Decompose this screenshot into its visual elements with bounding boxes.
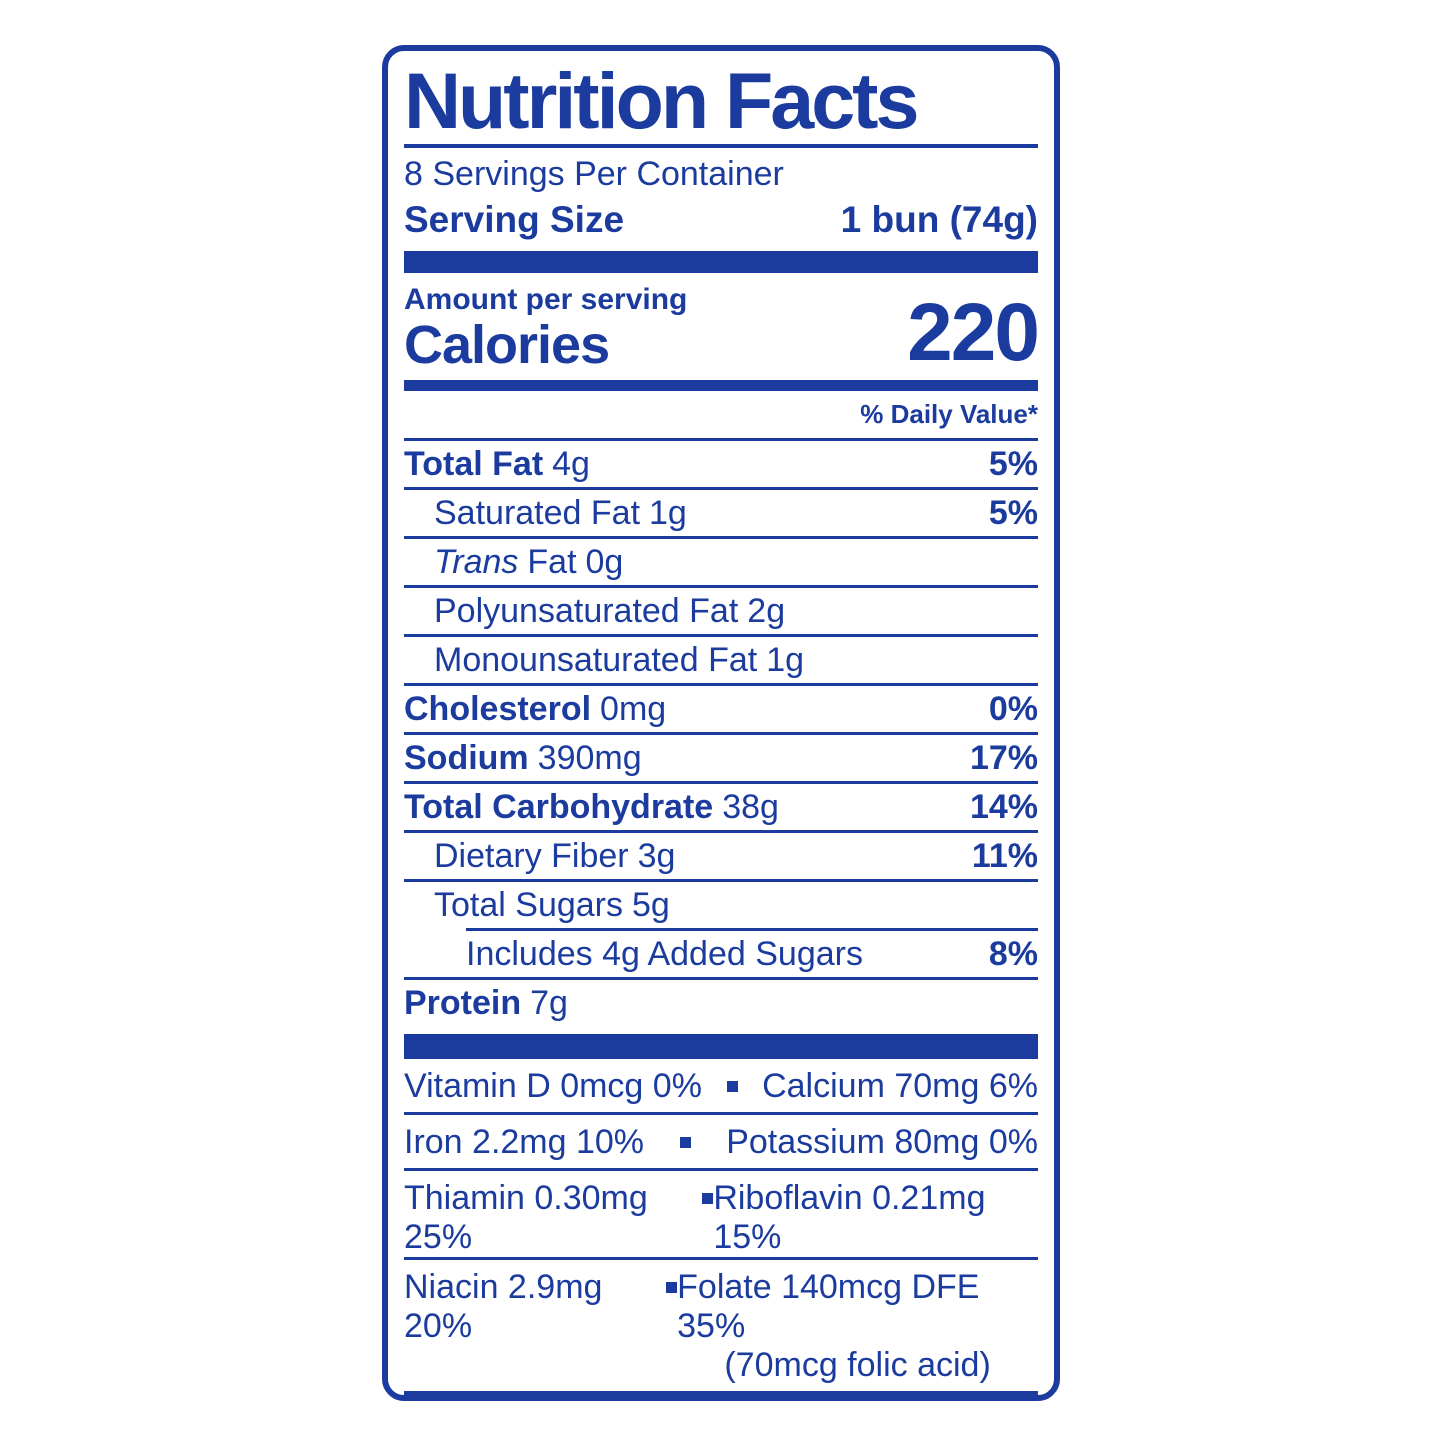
- nutrient-amount: 1g: [649, 493, 687, 532]
- nutrient-row-total-fat: Total Fat 4g 5%: [404, 441, 1038, 487]
- row-divider: [404, 535, 1038, 539]
- row-divider: [404, 780, 1038, 784]
- nutrient-row-saturated-fat: Saturated Fat 1g 5%: [404, 490, 1038, 536]
- vitamin-right: Riboflavin 0.21mg 15%: [713, 1178, 986, 1256]
- vitamin-left: Iron 2.2mg 10%: [404, 1122, 645, 1161]
- row-divider: [404, 584, 1038, 588]
- nutrient-name: Total Sugars: [434, 885, 623, 924]
- nutrient-dv: 14%: [969, 787, 1038, 826]
- row-divider: [404, 1167, 1038, 1171]
- row-divider: [404, 1256, 1038, 1260]
- serving-size-value: 1 bun (74g): [840, 198, 1038, 240]
- section-bar-top: [404, 250, 1038, 273]
- row-divider: [404, 486, 1038, 490]
- row-divider: [404, 878, 1038, 882]
- section-bar-vitamins: [404, 1033, 1038, 1059]
- nutrient-amount: 7g: [530, 983, 568, 1022]
- nutrient-name: Total Fat: [404, 444, 544, 483]
- vitamin-row-3: Thiamin 0.30mg 25% Riboflavin 0.21mg 15%: [404, 1171, 1038, 1257]
- nutrient-name: Protein: [404, 983, 522, 1022]
- vitamin-right: Folate 140mcg DFE 35%: [677, 1267, 980, 1346]
- bullet-separator-icon: [666, 1281, 678, 1293]
- vitamin-left: Niacin 2.9mg 20%: [404, 1267, 603, 1346]
- serving-size-row: Serving Size 1 bun (74g): [404, 199, 1038, 241]
- row-divider: [404, 976, 1038, 980]
- servings-per-container: 8 Servings Per Container: [404, 155, 784, 193]
- nutrient-row-total-carbohydrate: Total Carbohydrate 38g 14%: [404, 784, 1038, 830]
- nutrient-name: Dietary Fiber: [434, 836, 629, 875]
- bullet-separator-icon: [679, 1136, 691, 1148]
- nutrient-row-cholesterol: Cholesterol 0mg 0%: [404, 686, 1038, 732]
- vitamin-row-1: Vitamin D 0mcg 0% Calcium 70mg 6%: [404, 1059, 1038, 1112]
- section-bar-footnote: [404, 1391, 1038, 1395]
- serving-size-label: Serving Size: [404, 198, 625, 240]
- nutrient-row-total-sugars: Total Sugars 5g: [404, 882, 1038, 928]
- nutrient-name-italic: Trans: [434, 542, 519, 581]
- calories-value: 220: [907, 286, 1040, 378]
- nutrient-amount: 390mg: [537, 738, 642, 777]
- vitamin-left: Thiamin 0.30mg 25%: [404, 1178, 648, 1256]
- nutrient-amount: 4g: [552, 444, 590, 483]
- calories-section: Amount per serving Calories 220: [404, 279, 1040, 378]
- vitamin-left: Vitamin D 0mcg 0%: [404, 1066, 702, 1105]
- title-divider: [404, 144, 1038, 148]
- nutrient-dv: 5%: [988, 444, 1038, 483]
- nutrient-dv: 8%: [988, 934, 1038, 973]
- nutrient-name: Cholesterol: [404, 689, 592, 728]
- nutrient-row-protein: Protein 7g: [404, 980, 1038, 1026]
- row-divider: [404, 437, 1038, 441]
- row-divider: [404, 1111, 1038, 1115]
- calories-labels: Amount per serving Calories: [404, 279, 687, 372]
- vitamin-row-4: Niacin 2.9mg 20% Folate 140mcg DFE 35% (…: [404, 1260, 1038, 1385]
- vitamin-right: Potassium 80mg 0%: [726, 1122, 1038, 1161]
- nutrient-name: Saturated Fat: [434, 493, 641, 532]
- calories-label: Calories: [404, 314, 610, 375]
- nutrient-name: Polyunsaturated Fat: [434, 591, 739, 630]
- vitamin-right: Calcium 70mg 6%: [762, 1066, 1038, 1105]
- vitamin-right-subline: (70mcg folic acid): [724, 1346, 991, 1385]
- nutrient-row-polyunsaturated-fat: Polyunsaturated Fat 2g: [404, 588, 1038, 634]
- row-divider: [404, 633, 1038, 637]
- nutrient-dv: 17%: [969, 738, 1038, 777]
- nutrition-facts-label: Nutrition Facts 8 Servings Per Container…: [382, 45, 1060, 1401]
- calories-underbar: [404, 379, 1038, 391]
- daily-value-header: % Daily Value*: [860, 398, 1038, 429]
- bullet-separator-icon: [726, 1080, 738, 1092]
- row-divider: [404, 731, 1038, 735]
- nutrient-name: Total Carbohydrate: [404, 787, 714, 826]
- amount-per-serving-label: Amount per serving: [404, 282, 688, 316]
- row-divider: [404, 829, 1038, 833]
- label-title: Nutrition Facts: [404, 56, 919, 145]
- nutrient-amount: 38g: [722, 787, 779, 826]
- nutrient-dv: 0%: [988, 689, 1038, 728]
- nutrient-row-sodium: Sodium 390mg 17%: [404, 735, 1038, 781]
- nutrient-name: Includes 4g Added Sugars: [466, 934, 863, 973]
- nutrient-dv: 5%: [988, 493, 1038, 532]
- nutrient-amount: 2g: [747, 591, 786, 630]
- nutrient-name: Sodium: [404, 738, 529, 777]
- nutrient-amount: 3g: [637, 836, 676, 875]
- row-divider-indented: [466, 927, 1038, 931]
- nutrient-row-dietary-fiber: Dietary Fiber 3g 11%: [404, 833, 1038, 879]
- nutrient-amount: 1g: [766, 640, 805, 679]
- row-divider: [404, 682, 1038, 686]
- nutrient-dv: 11%: [971, 836, 1038, 875]
- nutrient-amount: 5g: [632, 885, 670, 924]
- vitamin-row-2: Iron 2.2mg 10% Potassium 80mg 0%: [404, 1115, 1038, 1168]
- nutrient-amount: 0mg: [600, 689, 667, 728]
- nutrient-row-added-sugars: Includes 4g Added Sugars 8%: [404, 931, 1038, 977]
- bullet-separator-icon: [702, 1192, 714, 1204]
- nutrient-row-monounsaturated-fat: Monounsaturated Fat 1g: [404, 637, 1038, 683]
- nutrient-name: Fat: [527, 542, 577, 581]
- nutrient-name: Monounsaturated Fat: [434, 640, 758, 679]
- nutrient-amount: 0g: [585, 542, 624, 581]
- nutrient-row-trans-fat: Trans Fat 0g: [404, 539, 1038, 585]
